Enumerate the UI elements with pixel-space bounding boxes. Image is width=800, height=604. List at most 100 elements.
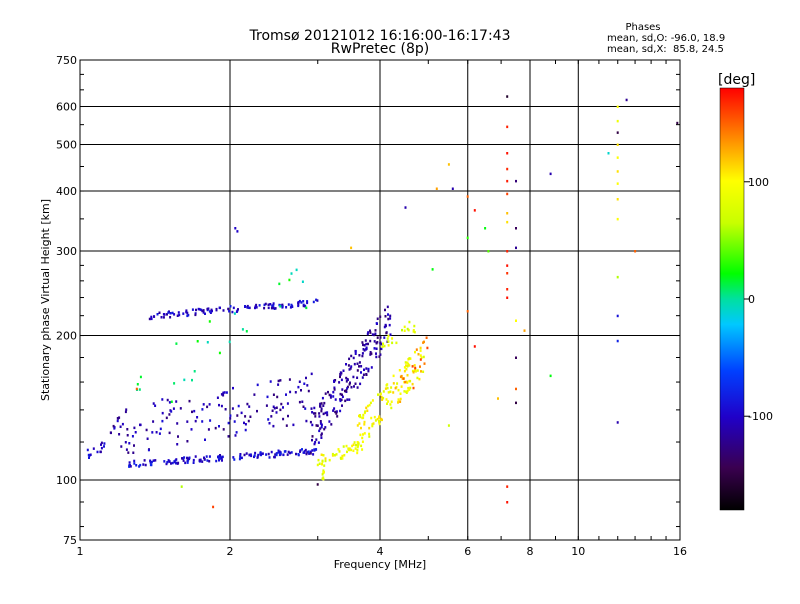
x-tick-label: 16 — [673, 545, 687, 558]
data-point — [399, 397, 402, 401]
data-point — [88, 456, 90, 459]
colorbar-tick-label: -100 — [748, 410, 773, 423]
data-point — [160, 316, 163, 319]
data-point — [361, 354, 364, 358]
data-point — [118, 433, 121, 436]
data-point — [376, 336, 379, 339]
data-point — [322, 412, 325, 416]
data-point — [194, 455, 197, 458]
chart-subtitle: RwPretec (8p) — [331, 41, 429, 57]
data-point — [333, 379, 335, 383]
data-point — [280, 402, 283, 406]
data-point — [384, 323, 387, 327]
y-tick-label: 300 — [56, 245, 77, 258]
data-point — [134, 431, 137, 434]
data-point — [127, 451, 130, 454]
data-point — [390, 386, 393, 389]
data-point — [267, 306, 270, 310]
data-point — [466, 310, 469, 313]
data-point — [297, 304, 300, 308]
data-point — [162, 316, 165, 319]
data-point — [362, 343, 364, 347]
data-point — [390, 406, 393, 410]
data-point — [247, 306, 250, 309]
data-point — [191, 410, 193, 414]
data-point — [367, 369, 370, 373]
data-point — [118, 416, 121, 419]
colorbar-label: [deg] — [718, 72, 755, 88]
data-point — [368, 426, 371, 430]
data-point — [171, 461, 174, 465]
data-point — [220, 404, 223, 408]
data-point — [341, 404, 343, 407]
data-point — [391, 341, 394, 345]
data-point — [184, 461, 187, 465]
data-point — [350, 386, 353, 389]
data-point — [103, 442, 106, 445]
data-point — [356, 362, 359, 365]
data-point — [120, 445, 123, 448]
data-point — [420, 356, 423, 359]
data-point — [389, 403, 392, 406]
data-point — [190, 428, 193, 431]
data-point — [447, 424, 450, 427]
data-point — [382, 342, 384, 345]
data-point — [322, 469, 325, 472]
data-point — [473, 345, 476, 348]
data-point — [616, 156, 619, 159]
data-point — [254, 305, 257, 308]
data-point — [364, 339, 367, 342]
data-point — [194, 312, 197, 315]
data-point — [379, 341, 382, 344]
data-point — [188, 456, 191, 459]
data-point — [139, 463, 142, 467]
data-point — [265, 404, 268, 407]
data-point — [369, 351, 372, 354]
data-point — [375, 347, 378, 350]
data-point — [188, 399, 191, 403]
data-point — [347, 448, 350, 452]
data-point — [181, 457, 183, 460]
data-point — [136, 383, 139, 386]
data-point — [294, 391, 297, 394]
data-point — [145, 428, 148, 432]
data-point — [412, 386, 415, 390]
data-point — [419, 349, 422, 352]
data-point — [206, 405, 209, 409]
data-point — [380, 417, 383, 421]
data-point — [381, 398, 384, 401]
data-point — [175, 462, 177, 465]
data-point — [272, 405, 275, 408]
data-point — [192, 461, 195, 464]
data-point — [312, 300, 315, 304]
data-point — [391, 337, 394, 340]
data-point — [281, 305, 284, 308]
data-point — [196, 416, 199, 419]
data-point — [250, 454, 253, 458]
data-point — [277, 449, 280, 452]
data-point — [282, 417, 285, 421]
data-point — [198, 308, 201, 311]
data-point — [254, 306, 256, 310]
data-point — [279, 408, 282, 412]
data-point — [387, 391, 390, 394]
data-point — [152, 459, 155, 462]
data-point — [354, 447, 357, 450]
data-point — [329, 396, 332, 399]
data-point — [311, 435, 314, 438]
y-tick-label: 200 — [56, 330, 77, 343]
data-point — [515, 356, 517, 359]
data-point — [329, 394, 332, 397]
data-point — [362, 413, 365, 417]
data-point — [301, 280, 304, 283]
data-point — [616, 198, 619, 201]
data-point — [224, 408, 227, 411]
data-point — [289, 306, 292, 309]
stats-heading: Phases — [625, 22, 660, 33]
data-point — [403, 329, 406, 332]
data-point — [170, 462, 172, 465]
data-point — [162, 313, 165, 316]
data-point — [426, 346, 429, 350]
data-point — [196, 340, 199, 343]
data-point — [173, 460, 176, 464]
